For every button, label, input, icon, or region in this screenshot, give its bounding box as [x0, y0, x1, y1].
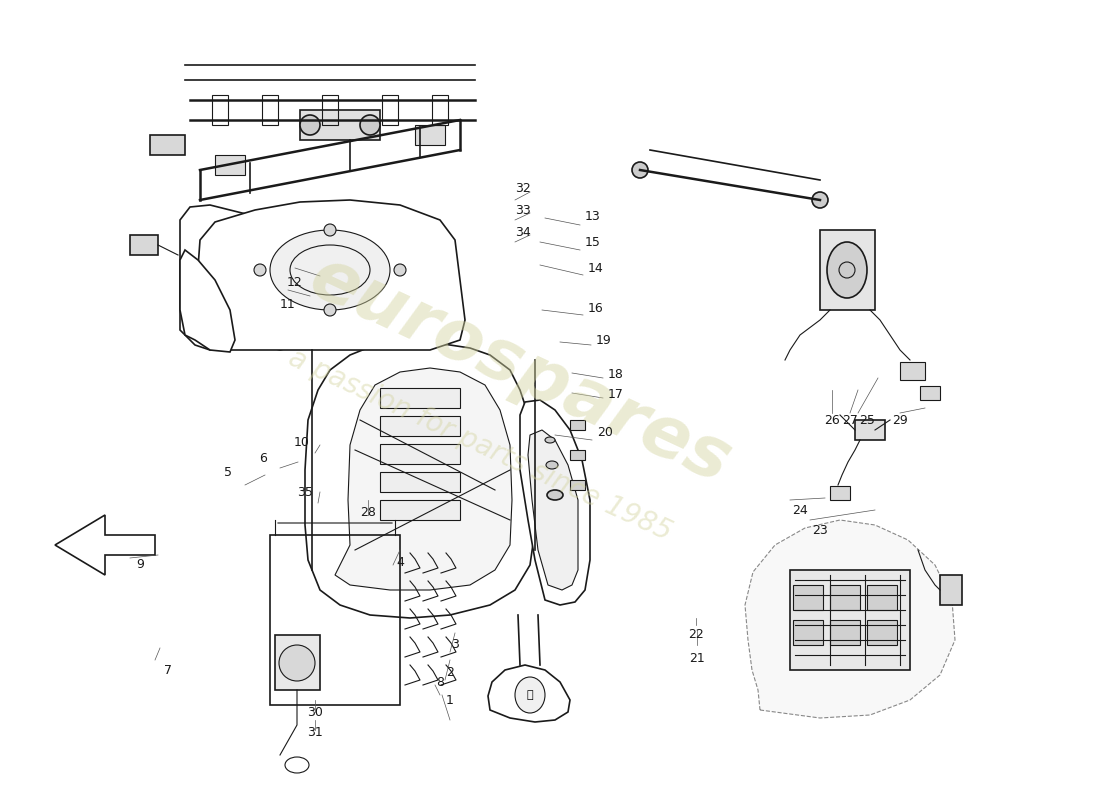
Bar	[379, 416, 460, 436]
Bar	[270, 535, 400, 705]
Text: 2: 2	[447, 666, 454, 678]
Text: 30: 30	[307, 706, 323, 718]
Ellipse shape	[547, 490, 563, 500]
Ellipse shape	[270, 230, 390, 310]
Bar	[322, 95, 338, 125]
Polygon shape	[488, 665, 570, 722]
Bar	[830, 486, 850, 500]
Circle shape	[279, 645, 315, 681]
Polygon shape	[305, 340, 535, 618]
Bar	[570, 420, 585, 430]
Bar	[570, 450, 585, 460]
Text: 🐎: 🐎	[527, 690, 534, 700]
Bar	[820, 230, 874, 310]
Text: 16: 16	[588, 302, 604, 314]
Bar	[830, 620, 860, 645]
Bar	[379, 500, 460, 520]
Text: 25: 25	[859, 414, 874, 426]
Circle shape	[632, 162, 648, 178]
Text: 29: 29	[892, 414, 907, 426]
Text: 1: 1	[447, 694, 454, 706]
Bar	[130, 235, 158, 255]
Text: 35: 35	[297, 486, 312, 499]
Polygon shape	[180, 205, 310, 350]
Text: 21: 21	[689, 651, 705, 665]
Text: 5: 5	[224, 466, 232, 478]
Polygon shape	[195, 200, 465, 350]
Bar	[262, 95, 278, 125]
Text: 32: 32	[515, 182, 531, 194]
Text: 7: 7	[164, 663, 172, 677]
Bar	[275, 635, 320, 690]
Circle shape	[394, 264, 406, 276]
Circle shape	[324, 304, 336, 316]
Text: eurospares: eurospares	[298, 242, 741, 498]
Text: 6: 6	[260, 451, 267, 465]
Bar	[855, 420, 886, 440]
Text: 11: 11	[280, 298, 296, 311]
Ellipse shape	[300, 115, 320, 135]
Circle shape	[839, 262, 855, 278]
Polygon shape	[520, 400, 590, 605]
Text: 22: 22	[689, 629, 704, 642]
Text: 8: 8	[436, 675, 444, 689]
Text: 3: 3	[451, 638, 459, 651]
Text: 33: 33	[515, 203, 531, 217]
Text: 28: 28	[360, 506, 376, 518]
Bar	[212, 95, 228, 125]
Bar	[900, 362, 925, 380]
Bar	[867, 585, 896, 610]
Bar	[920, 386, 940, 400]
Ellipse shape	[827, 242, 867, 298]
Text: 31: 31	[307, 726, 323, 738]
Text: 4: 4	[396, 555, 404, 569]
Polygon shape	[415, 125, 446, 145]
Text: 34: 34	[515, 226, 531, 238]
Bar	[867, 620, 896, 645]
Circle shape	[324, 224, 336, 236]
Polygon shape	[336, 368, 512, 590]
Bar	[570, 480, 585, 490]
Polygon shape	[55, 515, 155, 575]
Circle shape	[254, 264, 266, 276]
Ellipse shape	[360, 115, 379, 135]
Text: 24: 24	[792, 503, 807, 517]
Text: 12: 12	[287, 275, 303, 289]
Text: 27: 27	[843, 414, 858, 426]
Bar	[830, 585, 860, 610]
Bar	[790, 570, 910, 670]
Text: 9: 9	[136, 558, 144, 571]
Ellipse shape	[546, 461, 558, 469]
Bar	[300, 110, 379, 140]
Text: 15: 15	[585, 237, 601, 250]
Bar	[150, 135, 185, 155]
Bar	[379, 388, 460, 408]
Bar	[940, 575, 962, 605]
Text: 20: 20	[597, 426, 613, 438]
Polygon shape	[180, 250, 235, 352]
Polygon shape	[214, 155, 245, 175]
Circle shape	[812, 192, 828, 208]
Text: 23: 23	[812, 523, 828, 537]
Bar	[793, 585, 823, 610]
Ellipse shape	[544, 437, 556, 443]
Bar	[793, 620, 823, 645]
Bar	[432, 95, 448, 125]
Text: 17: 17	[608, 387, 624, 401]
Text: 26: 26	[824, 414, 840, 426]
Bar	[379, 472, 460, 492]
Ellipse shape	[515, 677, 544, 713]
Text: 10: 10	[294, 437, 310, 450]
Bar	[379, 444, 460, 464]
Text: 19: 19	[596, 334, 612, 346]
Text: 13: 13	[585, 210, 601, 223]
Bar	[382, 95, 398, 125]
Text: 14: 14	[588, 262, 604, 274]
Text: 18: 18	[608, 367, 624, 381]
Text: a passion for parts since 1985: a passion for parts since 1985	[284, 344, 676, 546]
Polygon shape	[745, 520, 955, 718]
Polygon shape	[528, 430, 578, 590]
